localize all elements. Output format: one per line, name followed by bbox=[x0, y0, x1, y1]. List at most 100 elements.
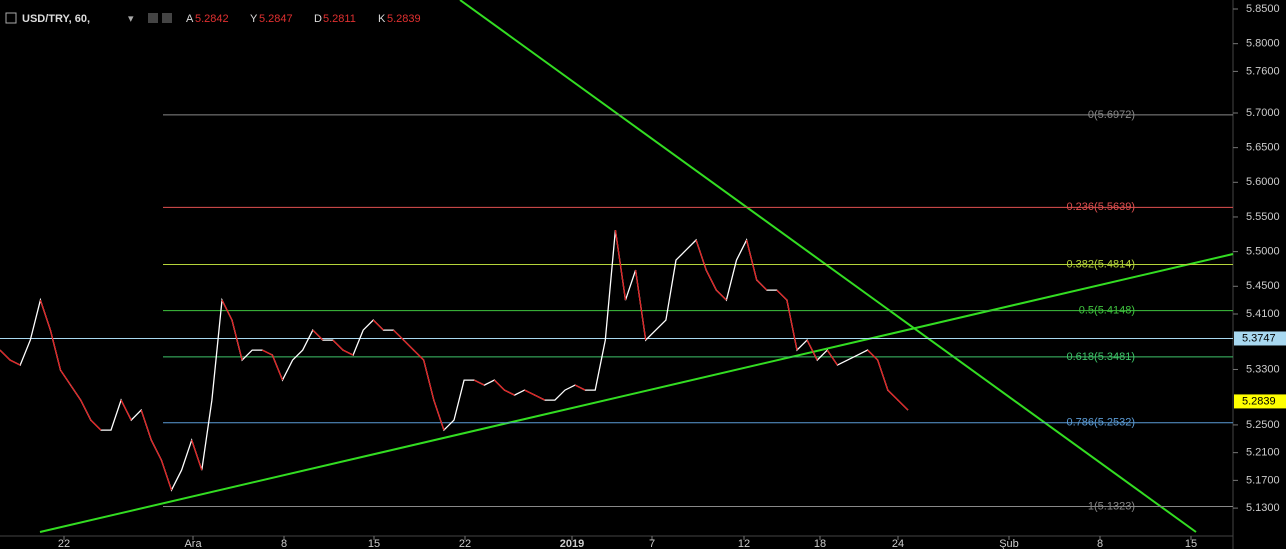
y-tick-label: 5.1300 bbox=[1246, 502, 1280, 514]
y-tick-label: 5.5000 bbox=[1246, 246, 1280, 258]
down-segment bbox=[160, 459, 173, 491]
down-segment bbox=[897, 399, 909, 411]
down-segment bbox=[473, 379, 485, 386]
down-segment bbox=[877, 359, 889, 391]
y-tick-label: 5.7600 bbox=[1246, 65, 1280, 77]
down-segment bbox=[191, 439, 203, 471]
fib-label: 0.786(5.2532) bbox=[1067, 417, 1136, 429]
down-segment bbox=[534, 394, 546, 401]
down-segment bbox=[332, 339, 344, 351]
x-tick-label: 15 bbox=[1185, 538, 1197, 549]
down-segment bbox=[0, 349, 11, 361]
ohlc-key: K bbox=[378, 13, 386, 25]
down-segment bbox=[695, 239, 707, 271]
down-segment bbox=[776, 289, 788, 301]
down-segment bbox=[806, 339, 818, 361]
down-segment bbox=[90, 419, 102, 431]
down-segment bbox=[715, 289, 727, 301]
down-segment bbox=[614, 229, 627, 301]
y-tick-label: 5.6500 bbox=[1246, 142, 1280, 154]
down-segment bbox=[634, 269, 647, 341]
down-segment bbox=[342, 349, 354, 356]
ohlc-key: A bbox=[186, 13, 194, 25]
down-segment bbox=[524, 389, 535, 396]
ohlc-key: D bbox=[314, 13, 322, 25]
down-segment bbox=[9, 359, 21, 366]
down-segment bbox=[221, 299, 233, 321]
settings-icon[interactable] bbox=[162, 13, 172, 23]
price-tag bbox=[1234, 394, 1286, 409]
y-tick-label: 5.3300 bbox=[1246, 363, 1280, 375]
x-tick-label: 12 bbox=[738, 538, 750, 549]
x-tick-label: 15 bbox=[368, 538, 380, 549]
fib-label: 0.382(5.4814) bbox=[1067, 258, 1136, 270]
ohlc-value: 5.2839 bbox=[387, 13, 421, 25]
down-segment bbox=[262, 349, 273, 356]
x-tick-label: 24 bbox=[892, 538, 904, 549]
down-segment bbox=[745, 239, 758, 281]
down-segment bbox=[120, 399, 132, 421]
down-segment bbox=[312, 329, 324, 341]
down-segment bbox=[867, 349, 879, 361]
down-segment bbox=[887, 389, 899, 401]
y-tick-label: 5.8000 bbox=[1246, 38, 1280, 50]
down-segment bbox=[433, 399, 445, 431]
down-segment bbox=[574, 384, 586, 391]
ohlc-value: 5.2847 bbox=[259, 13, 293, 25]
y-tick-label: 5.4100 bbox=[1246, 308, 1280, 320]
down-segment bbox=[80, 399, 92, 421]
down-segment bbox=[70, 384, 82, 401]
down-segment bbox=[140, 409, 152, 441]
price-tag-label: 5.3747 bbox=[1242, 332, 1276, 344]
down-segment bbox=[756, 279, 768, 291]
x-tick-label: Ara bbox=[184, 538, 202, 549]
down-segment bbox=[150, 439, 163, 461]
dropdown[interactable]: ▾ bbox=[128, 13, 134, 25]
y-tick-label: 5.2100 bbox=[1246, 447, 1280, 459]
fib-label: 1(5.1323) bbox=[1088, 500, 1135, 512]
down-segment bbox=[413, 349, 425, 361]
collapse-icon[interactable] bbox=[5, 12, 17, 24]
down-segment bbox=[59, 369, 72, 386]
ohlc-key: Y bbox=[250, 13, 258, 25]
y-tick-label: 5.1700 bbox=[1246, 474, 1280, 486]
x-tick-label: 8 bbox=[1097, 538, 1103, 549]
x-tick-label: 22 bbox=[58, 538, 70, 549]
down-segment bbox=[393, 329, 405, 341]
price-tag bbox=[1234, 331, 1286, 346]
down-segment bbox=[403, 339, 415, 351]
y-tick-label: 5.8500 bbox=[1246, 3, 1280, 15]
fib-label: 0.236(5.5639) bbox=[1067, 201, 1136, 213]
trend-line bbox=[39, 253, 1234, 533]
y-tick-label: 5.2500 bbox=[1246, 419, 1280, 431]
x-tick-label: Şub bbox=[999, 538, 1019, 549]
symbol: USD/TRY, 60, bbox=[22, 13, 90, 25]
settings-icon[interactable] bbox=[148, 13, 158, 23]
x-tick-label: 8 bbox=[281, 538, 287, 549]
y-tick-label: 5.5500 bbox=[1246, 211, 1280, 223]
down-segment bbox=[826, 349, 838, 366]
x-tick-label: 22 bbox=[459, 538, 471, 549]
fib-label: 0.5(5.4148) bbox=[1079, 305, 1135, 317]
down-segment bbox=[39, 299, 52, 331]
down-segment bbox=[271, 354, 284, 381]
down-segment bbox=[705, 269, 717, 291]
trend-line bbox=[459, 0, 1197, 533]
fib-label: 0.618(5.3481) bbox=[1067, 351, 1136, 363]
y-tick-label: 5.6000 bbox=[1246, 176, 1280, 188]
ohlc-readout: A 5.2842 Y 5.2847 D 5.2811 K 5.2839 bbox=[186, 13, 421, 25]
down-segment bbox=[231, 319, 243, 361]
price-tag-label: 5.2839 bbox=[1242, 395, 1276, 407]
ohlc-value: 5.2811 bbox=[323, 13, 356, 25]
down-segment bbox=[504, 389, 515, 396]
x-tick-label: 7 bbox=[649, 538, 655, 549]
ohlc-value: 5.2842 bbox=[195, 13, 229, 25]
x-tick-label: 18 bbox=[814, 538, 826, 549]
y-tick-label: 5.4500 bbox=[1246, 280, 1280, 292]
down-segment bbox=[372, 319, 384, 331]
fib-label: 0(5.6972) bbox=[1088, 109, 1135, 121]
down-segment bbox=[786, 299, 798, 351]
y-tick-label: 5.7000 bbox=[1246, 107, 1280, 119]
